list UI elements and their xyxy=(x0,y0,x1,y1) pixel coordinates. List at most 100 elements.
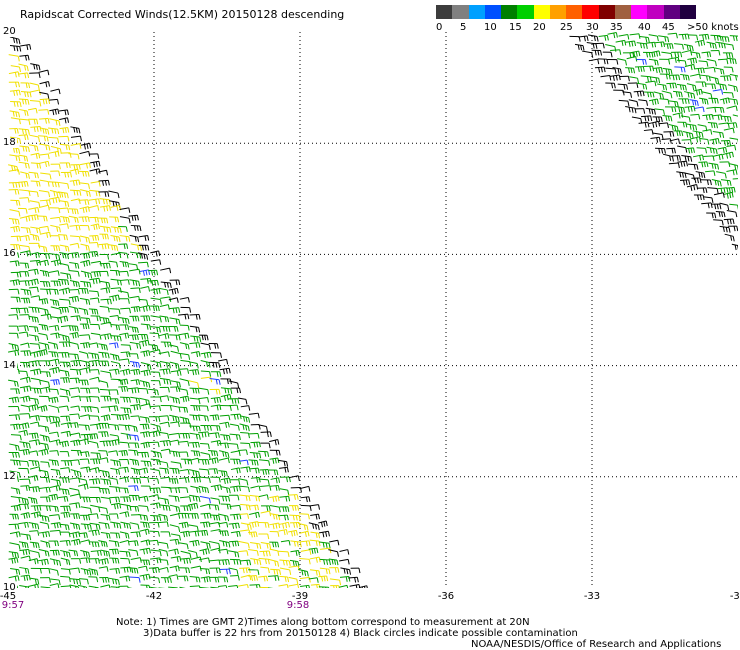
wind-barb xyxy=(109,398,120,404)
wind-barb xyxy=(159,304,170,310)
wind-barb xyxy=(8,218,20,225)
legend-swatch xyxy=(582,5,599,19)
wind-barb xyxy=(268,469,279,476)
wind-barb xyxy=(140,350,151,357)
wind-barb xyxy=(38,405,48,412)
wind-barb xyxy=(38,332,49,341)
wind-barb xyxy=(662,153,674,162)
wind-barb xyxy=(218,576,229,583)
wind-barb xyxy=(79,323,90,330)
wind-barb xyxy=(8,523,20,530)
wind-barb xyxy=(714,106,725,113)
wind-barb xyxy=(138,565,148,572)
wind-barb xyxy=(70,315,82,322)
wind-barb xyxy=(300,496,311,503)
wind-barb xyxy=(707,187,719,194)
wind-barb xyxy=(320,547,332,554)
wind-barb xyxy=(676,171,687,179)
wind-barb xyxy=(209,361,221,368)
wind-barb xyxy=(169,504,181,513)
wind-barb xyxy=(278,459,289,467)
wind-barb xyxy=(80,387,91,394)
wind-barb xyxy=(20,44,32,51)
wind-barb xyxy=(48,459,59,466)
wind-barb xyxy=(78,424,90,431)
wind-barb xyxy=(248,521,260,528)
wind-barb xyxy=(158,497,170,505)
wind-barb xyxy=(179,395,190,403)
wind-barb xyxy=(300,540,311,547)
wind-barb xyxy=(108,389,119,395)
wind-barb xyxy=(40,371,51,378)
wind-barb xyxy=(50,578,61,586)
wind-barb xyxy=(68,422,79,429)
wind-barb xyxy=(77,584,88,588)
wind-barb xyxy=(128,434,140,441)
wind-barb xyxy=(248,504,259,511)
wind-barb xyxy=(218,358,229,365)
latitude-label: 20 xyxy=(2,26,17,37)
longitude-label: -36 xyxy=(437,591,455,602)
wind-barb xyxy=(727,84,738,92)
wind-barb xyxy=(160,448,171,455)
wind-barb xyxy=(139,380,151,388)
wind-barb xyxy=(58,234,68,241)
wind-barb xyxy=(729,35,738,42)
wind-barb xyxy=(39,91,50,100)
wind-barb xyxy=(158,513,169,522)
wind-barb xyxy=(50,163,61,170)
wind-barb xyxy=(70,164,81,170)
wind-barb xyxy=(159,504,171,512)
wind-barb xyxy=(662,67,673,75)
wind-barb xyxy=(149,586,159,588)
wind-barb xyxy=(100,478,112,486)
wind-barb xyxy=(200,443,210,450)
wind-barb xyxy=(178,476,190,483)
wind-barb xyxy=(269,449,281,456)
wind-barb xyxy=(719,225,731,233)
wind-barb xyxy=(79,235,91,243)
wind-barb xyxy=(178,521,189,529)
wind-barb xyxy=(248,412,260,419)
wind-barb xyxy=(190,485,201,494)
wind-barb xyxy=(209,576,220,583)
wind-barb xyxy=(98,179,110,186)
wind-barb xyxy=(99,205,111,212)
wind-barb xyxy=(148,279,159,286)
wind-barb xyxy=(139,528,150,535)
wind-barb xyxy=(672,112,684,119)
wind-barb xyxy=(19,271,30,277)
wind-barb xyxy=(110,324,121,331)
wind-barb xyxy=(77,483,89,490)
wind-barb xyxy=(229,513,242,520)
wind-barb xyxy=(170,350,182,359)
wind-barb xyxy=(48,493,59,501)
wind-barb xyxy=(662,114,673,122)
wind-barb xyxy=(258,450,270,457)
wind-barb xyxy=(702,129,713,135)
wind-barb xyxy=(684,105,696,113)
wind-barb xyxy=(310,583,321,588)
wind-barb xyxy=(108,439,120,446)
wind-barb xyxy=(28,404,39,411)
wind-barb xyxy=(189,530,200,537)
wind-barb xyxy=(39,567,51,574)
wind-barb xyxy=(673,130,684,137)
wind-barb xyxy=(29,89,41,96)
wind-barb xyxy=(78,438,89,445)
wind-barb xyxy=(160,577,172,583)
wind-barb xyxy=(18,467,30,474)
wind-barb xyxy=(633,90,645,97)
wind-barb xyxy=(139,305,151,312)
wind-barb xyxy=(189,361,199,369)
legend-swatch xyxy=(614,5,631,19)
wind-barb xyxy=(98,522,110,529)
wind-barb xyxy=(30,295,41,301)
wind-barb xyxy=(310,513,320,520)
wind-barb xyxy=(97,169,109,176)
wind-barb xyxy=(57,191,69,199)
wind-barb xyxy=(610,49,622,55)
wind-barb xyxy=(19,189,31,197)
wind-barb xyxy=(179,296,190,303)
wind-barb xyxy=(248,459,259,466)
